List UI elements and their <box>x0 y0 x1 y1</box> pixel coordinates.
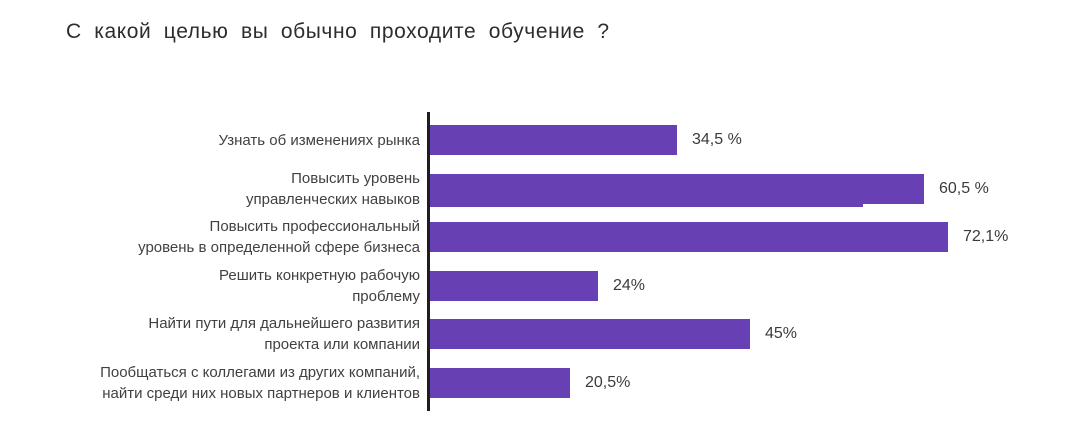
value-label: 60,5 % <box>939 179 989 197</box>
bar-underlay <box>430 200 863 207</box>
bar <box>430 222 948 253</box>
bar <box>430 125 677 156</box>
category-label: Повысить уровень управленческих навыков <box>246 169 420 208</box>
bar-area: 60,5 % <box>430 173 1066 207</box>
chart-row: Повысить уровень управленческих навыков … <box>0 165 1066 214</box>
category-label: Повысить профессиональный уровень в опре… <box>138 218 420 257</box>
bar-area: 34,5 % <box>430 125 1066 156</box>
chart-row: Решить конкретную рабочую проблему 24% <box>0 262 1066 311</box>
axis-line <box>427 112 430 411</box>
bar <box>430 367 570 398</box>
value-label: 20,5% <box>585 373 631 391</box>
category-label: Узнать об изменениях рынка <box>218 131 420 149</box>
bar <box>430 270 598 301</box>
bar-area: 72,1% <box>430 222 1066 253</box>
chart-row: Повысить профессиональный уровень в опре… <box>0 213 1066 262</box>
chart-row: Найти пути для дальнейшего развития прое… <box>0 310 1066 359</box>
bar-area: 24% <box>430 270 1066 301</box>
bar <box>430 319 750 350</box>
chart-title: С какой целью вы обычно проходите обучен… <box>66 20 610 43</box>
chart-row: Узнать об изменениях рынка 34,5 % <box>0 116 1066 165</box>
bar <box>430 173 924 204</box>
value-label: 72,1% <box>963 228 1009 246</box>
bar-area: 45% <box>430 319 1066 350</box>
value-label: 24% <box>613 276 646 294</box>
bar-chart: Узнать об изменениях рынка 34,5 % Повыси… <box>0 116 1066 407</box>
category-label: Пообщаться с коллегами из других компани… <box>100 363 420 402</box>
category-label: Найти пути для дальнейшего развития прое… <box>148 315 420 354</box>
value-label: 45% <box>765 325 798 343</box>
value-label: 34,5 % <box>692 131 742 149</box>
category-label: Решить конкретную рабочую проблему <box>219 266 420 305</box>
chart-row: Пообщаться с коллегами из других компани… <box>0 359 1066 408</box>
bar-area: 20,5% <box>430 367 1066 398</box>
